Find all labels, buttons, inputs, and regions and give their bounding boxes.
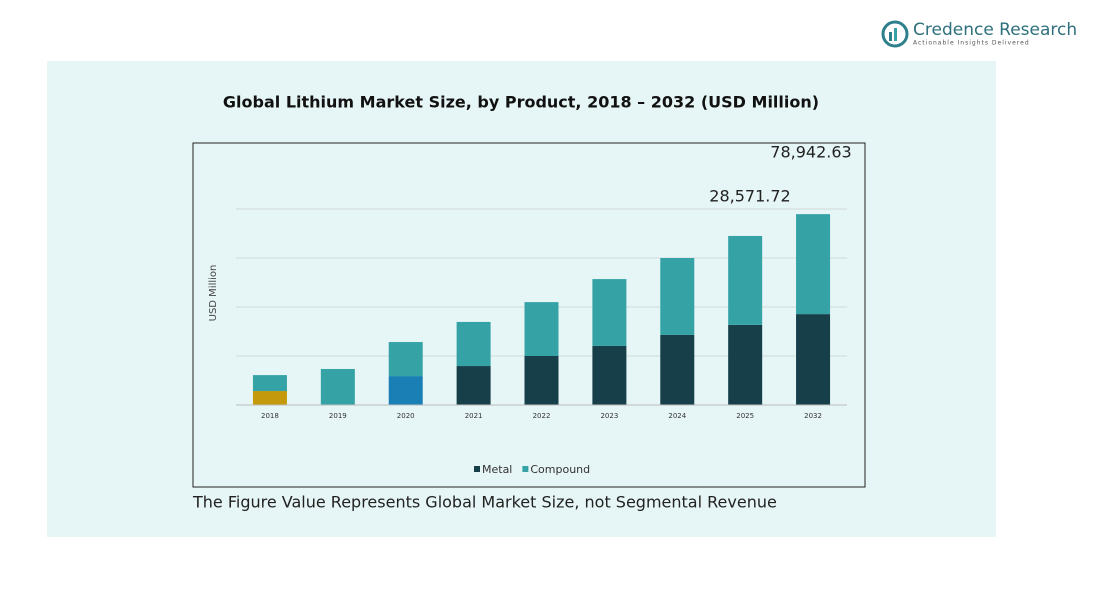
chart-title: Global Lithium Market Size, by Product, … <box>223 93 819 112</box>
logo-icon <box>881 20 909 48</box>
legend-label: Metal <box>482 463 512 476</box>
plot: 2018 2019 2020 2021 2022 2023 2024 2025 2032 Meta… <box>236 208 847 476</box>
logo-icon <box>889 32 892 41</box>
bar-segment <box>796 314 831 405</box>
bar-segment <box>456 321 491 367</box>
bar-segment <box>320 368 355 405</box>
legend-swatch <box>474 466 480 472</box>
bar-segment <box>456 366 491 405</box>
bar-segment <box>524 356 559 405</box>
x-tick-label: 2018 <box>261 412 279 420</box>
bar-segment <box>388 342 423 377</box>
x-tick-label: 2022 <box>533 412 551 420</box>
bar-segment <box>796 214 831 315</box>
logo: Credence Research Actionable Insights De… <box>881 20 1077 48</box>
x-tick-label: 2023 <box>600 412 618 420</box>
brand-tagline: Actionable Insights Delivered <box>913 40 1030 47</box>
bar-segment <box>660 334 695 405</box>
bar-segment <box>728 324 763 405</box>
brand-name: Credence Research <box>913 20 1077 40</box>
logo-icon <box>894 28 897 41</box>
bar-segment <box>728 235 763 325</box>
annotation: 28,571.72 <box>709 187 790 206</box>
legend-swatch <box>522 466 529 472</box>
x-tick-label: 2019 <box>329 412 347 420</box>
x-tick-label: 2021 <box>465 412 483 420</box>
x-tick-label: 2032 <box>804 412 822 420</box>
bar-segment <box>592 279 627 346</box>
bar-segment <box>388 376 423 405</box>
bar-segment <box>592 345 627 405</box>
annotation: 78,942.63 <box>770 143 851 162</box>
bar-segment <box>660 258 695 335</box>
x-tick-label: 2020 <box>397 412 415 420</box>
legend-label: Compound <box>530 463 590 476</box>
footnote: The Figure Value Represents Global Marke… <box>192 493 777 512</box>
bar-segment <box>252 391 287 405</box>
y-axis-label: USD Million <box>208 265 219 322</box>
bar-segment <box>524 302 559 356</box>
bar-segment <box>252 375 287 392</box>
x-tick-label: 2025 <box>736 412 754 420</box>
x-tick-label: 2024 <box>668 412 686 420</box>
